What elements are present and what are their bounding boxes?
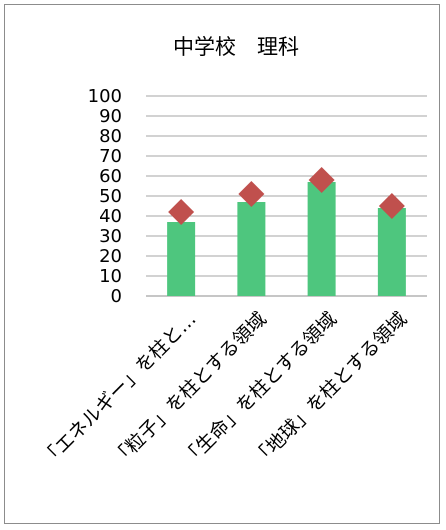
diamond-marker [378,193,405,219]
marker-series [168,167,405,225]
bar [377,208,406,296]
y-tick-label: 70 [99,146,122,167]
chart-frame [4,4,440,524]
y-tick-label: 100 [88,86,122,107]
y-tick-label: 40 [99,206,122,227]
bar [167,222,196,296]
y-tick-label: 0 [111,286,122,307]
y-tick-label: 10 [99,266,122,287]
bar [307,182,336,296]
diamond-marker [238,181,265,207]
y-tick-label: 60 [99,166,122,187]
x-axis-labels: 「エネルギー」を柱と…「粒子」を柱とする領域「生命」を柱とする領域「地球」を柱と… [37,308,411,471]
bar [237,202,266,296]
chart-title: 中学校 理科 [173,35,299,59]
y-tick-label: 20 [99,246,122,267]
y-tick-label: 90 [99,106,122,127]
y-tick-label: 80 [99,126,122,147]
diamond-marker [308,167,335,193]
diamond-marker [168,199,195,225]
y-tick-label: 50 [99,186,122,207]
bar-series [167,182,406,296]
y-tick-label: 30 [99,226,122,247]
